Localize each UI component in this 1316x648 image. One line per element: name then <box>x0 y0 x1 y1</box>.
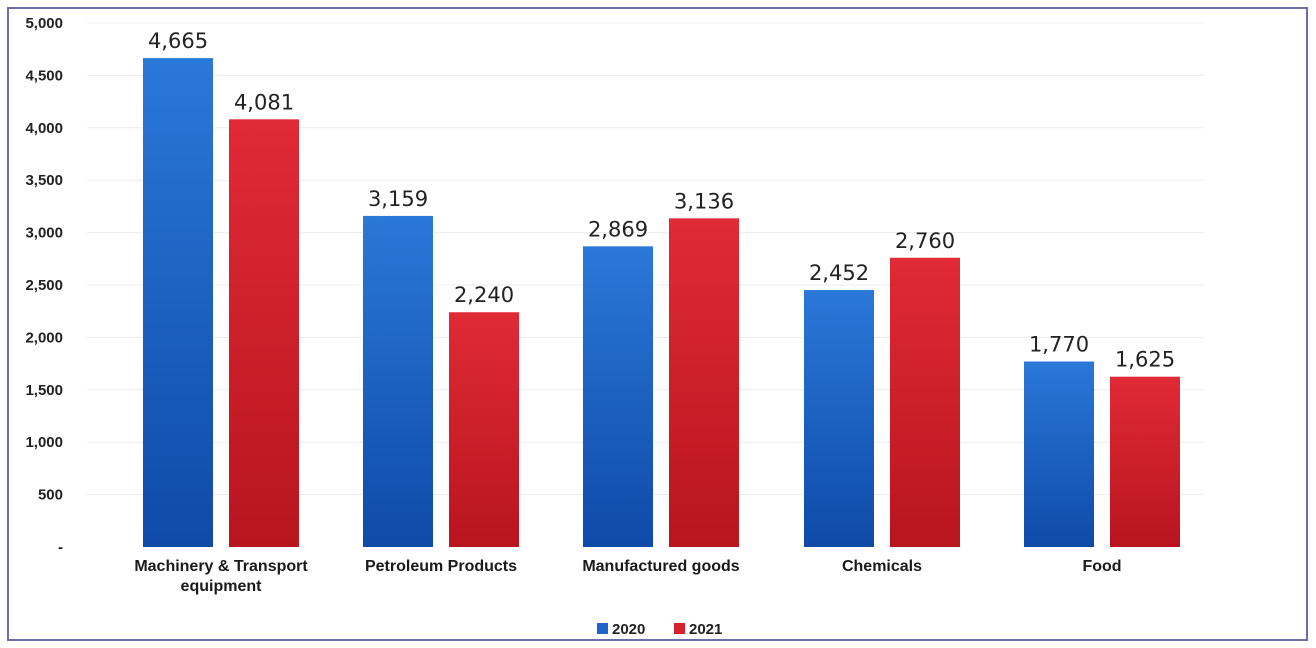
y-tick-label: - <box>58 539 63 556</box>
y-tick-label: 1,500 <box>25 382 63 399</box>
bar-2021-3 <box>890 257 960 547</box>
data-labels: 4,665 4,081 3,159 2,240 2,869 3,136 2,452 2,760… <box>148 29 1175 372</box>
legend: 2020 2021 <box>597 621 722 638</box>
x-category-label: Chemicals <box>842 558 922 575</box>
y-tick-label: 500 <box>38 487 63 504</box>
bar-2020-2 <box>583 246 653 547</box>
chart-frame: - 500 1,000 1,500 2,000 2,500 3,000 3,500 4,000 4… <box>7 7 1308 641</box>
data-label: 1,770 <box>1029 333 1089 357</box>
x-category-label: Machinery & Transport <box>134 558 308 575</box>
legend-swatch-2020 <box>597 623 608 634</box>
x-category-label: equipment <box>181 578 263 595</box>
bars <box>143 58 1180 547</box>
data-label: 2,869 <box>588 217 648 241</box>
data-label: 1,625 <box>1115 348 1175 372</box>
bar-2020-1 <box>363 215 433 547</box>
y-tick-label: 2,000 <box>25 329 63 346</box>
bar-2021-2 <box>669 218 739 547</box>
y-tick-label: 1,000 <box>25 434 63 451</box>
data-label: 4,665 <box>148 29 208 53</box>
x-category-label: Manufactured goods <box>582 558 739 575</box>
y-tick-label: 3,000 <box>25 225 63 242</box>
bar-2021-4 <box>1110 376 1180 547</box>
bar-chart: - 500 1,000 1,500 2,000 2,500 3,000 3,500 4,000 4… <box>25 15 1204 638</box>
legend-swatch-2021 <box>674 623 685 634</box>
data-label: 2,452 <box>809 261 869 285</box>
legend-label: 2021 <box>689 621 722 638</box>
y-tick-label: 5,000 <box>25 15 63 32</box>
legend-label: 2020 <box>612 621 645 638</box>
data-label: 3,136 <box>674 189 734 213</box>
y-tick-label: 4,000 <box>25 120 63 137</box>
data-label: 3,159 <box>368 187 428 211</box>
bar-2020-3 <box>804 290 874 547</box>
bar-2020-4 <box>1024 361 1094 547</box>
data-label: 4,081 <box>234 90 294 114</box>
x-category-label: Food <box>1082 558 1121 575</box>
y-axis: - 500 1,000 1,500 2,000 2,500 3,000 3,500 4,000 4… <box>25 15 63 556</box>
y-tick-label: 4,500 <box>25 67 63 84</box>
bar-2021-0 <box>229 119 299 547</box>
bar-2020-0 <box>143 58 213 547</box>
data-label: 2,760 <box>895 229 955 253</box>
data-label: 2,240 <box>454 283 514 307</box>
bar-2021-1 <box>449 312 519 547</box>
x-axis: Machinery & Transport equipment Petroleum … <box>134 558 1121 595</box>
y-tick-label: 2,500 <box>25 277 63 294</box>
x-category-label: Petroleum Products <box>365 558 517 575</box>
y-tick-label: 3,500 <box>25 172 63 189</box>
